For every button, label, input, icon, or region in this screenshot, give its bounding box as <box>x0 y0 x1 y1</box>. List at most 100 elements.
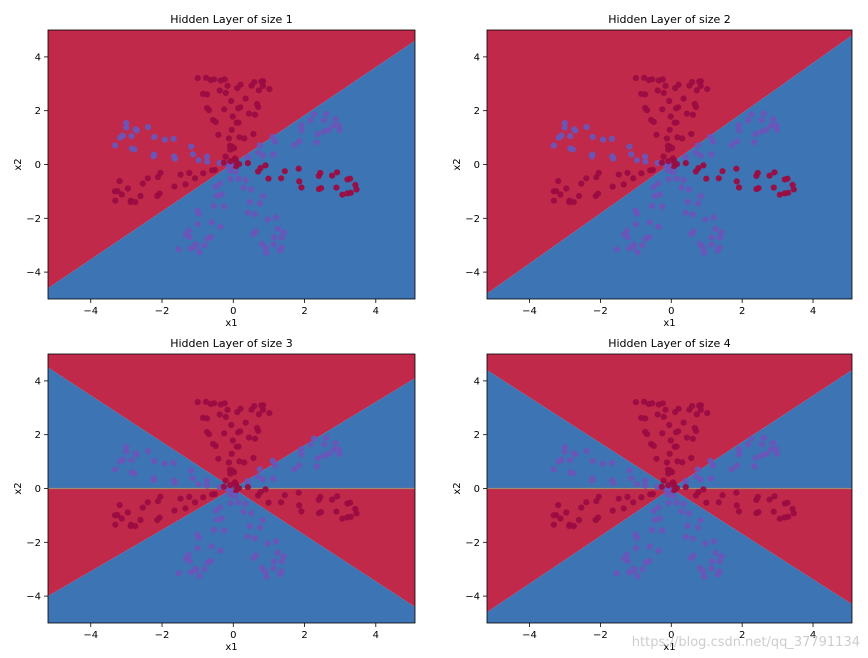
scatter-point-red <box>675 104 682 111</box>
scatter-point-blue <box>650 507 657 514</box>
chart-title: Hidden Layer of size 3 <box>170 337 293 350</box>
scatter-point-red <box>154 192 161 200</box>
scatter-point-blue <box>773 446 780 453</box>
scatter-point-red <box>784 175 791 182</box>
scatter-point-blue <box>170 459 177 466</box>
scatter-point-red <box>620 181 627 188</box>
scatter-point-red <box>222 89 229 96</box>
scatter-point-red <box>557 191 564 198</box>
scatter-point-red <box>642 104 649 112</box>
scatter-point-red <box>660 413 667 420</box>
scatter-point-blue <box>321 441 328 448</box>
scatter-point-red <box>669 479 677 486</box>
scatter-point-red <box>118 515 125 522</box>
scatter-point-blue <box>272 538 280 545</box>
scatter-point-blue <box>188 467 195 474</box>
scatter-point-blue <box>708 234 716 241</box>
scatter-point-blue <box>195 481 202 488</box>
scatter-point-blue <box>561 448 568 455</box>
scatter-point-red <box>262 486 269 493</box>
scatter-point-blue <box>642 477 649 484</box>
y-axis-label: x2 <box>13 482 24 494</box>
scatter-point-blue <box>758 452 765 459</box>
scatter-point-red <box>347 189 354 196</box>
scatter-point-blue <box>760 110 767 117</box>
scatter-point-blue <box>321 128 328 135</box>
scatter-point-blue <box>689 535 696 542</box>
scatter-point-red <box>654 87 661 94</box>
scatter-point-blue <box>123 448 130 455</box>
decision-region-red <box>487 354 852 489</box>
scatter-point-blue <box>307 441 314 448</box>
scatter-point-red <box>232 487 240 494</box>
scatter-point-red <box>154 516 161 524</box>
scatter-point-blue <box>702 540 709 547</box>
scatter-point-red <box>682 160 689 167</box>
scatter-point-red <box>154 174 161 181</box>
plot-area <box>487 30 852 299</box>
scatter-point-red <box>232 163 240 170</box>
scatter-point-red <box>666 421 673 429</box>
scatter-point-blue <box>336 450 343 457</box>
scatter-point-red <box>228 450 235 457</box>
scatter-point-red <box>262 162 269 169</box>
scatter-point-red <box>207 400 214 408</box>
scatter-point-red <box>647 167 654 174</box>
scatter-point-red <box>733 165 740 172</box>
scatter-point-red <box>665 482 672 489</box>
scatter-point-red <box>566 523 573 530</box>
scatter-point-blue <box>210 202 217 210</box>
plot-area <box>48 30 415 299</box>
y-tick-label: 0 <box>474 484 480 495</box>
scatter-point-blue <box>716 568 723 575</box>
scatter-point-blue <box>254 149 262 156</box>
scatter-point-blue <box>626 245 633 252</box>
scatter-point-red <box>295 489 302 496</box>
scatter-point-blue <box>716 244 723 251</box>
scatter-point-red <box>220 159 227 166</box>
scatter-point-red <box>242 95 249 102</box>
scatter-point-red <box>221 400 228 407</box>
scatter-point-blue <box>688 230 695 238</box>
scatter-point-blue <box>250 230 257 238</box>
scatter-point-blue <box>280 553 287 560</box>
x-tick-label: −2 <box>155 630 170 641</box>
scatter-point-blue <box>194 545 201 552</box>
scatter-point-blue <box>708 558 716 565</box>
scatter-point-red <box>666 126 673 133</box>
decision-region-blue <box>48 488 415 623</box>
scatter-point-red <box>715 499 722 506</box>
scatter-point-blue <box>694 466 701 473</box>
scatter-point-blue <box>313 463 320 470</box>
scatter-point-red <box>666 97 673 105</box>
scatter-point-blue <box>263 249 270 256</box>
scatter-point-red <box>615 495 622 502</box>
scatter-point-red <box>653 455 660 462</box>
scatter-point-red <box>118 191 125 198</box>
x-tick-label: 2 <box>739 630 745 641</box>
scatter-point-red <box>578 180 585 187</box>
scatter-point-blue <box>735 446 743 453</box>
scatter-point-blue <box>712 549 719 557</box>
scatter-point-blue <box>335 122 343 129</box>
scatter-point-red <box>697 406 704 413</box>
scatter-point-blue <box>656 191 664 198</box>
scatter-point-blue <box>325 126 332 133</box>
scatter-point-blue <box>561 124 568 131</box>
scatter-point-red <box>776 191 783 198</box>
scatter-point-blue <box>217 180 224 187</box>
scatter-point-blue <box>310 111 317 118</box>
scatter-point-blue <box>634 573 641 580</box>
scatter-point-blue <box>196 573 203 580</box>
scatter-point-blue <box>217 504 224 511</box>
decision-region-blue <box>487 370 672 489</box>
scatter-point-red <box>317 508 325 516</box>
y-tick-label: −4 <box>465 268 480 279</box>
scatter-point-red <box>186 169 193 176</box>
scatter-point-blue <box>212 183 219 190</box>
scatter-point-blue <box>760 434 767 441</box>
scatter-point-blue <box>708 241 715 248</box>
scatter-point-red <box>624 169 631 176</box>
scatter-point-blue <box>678 184 685 191</box>
scatter-point-red <box>675 428 682 435</box>
